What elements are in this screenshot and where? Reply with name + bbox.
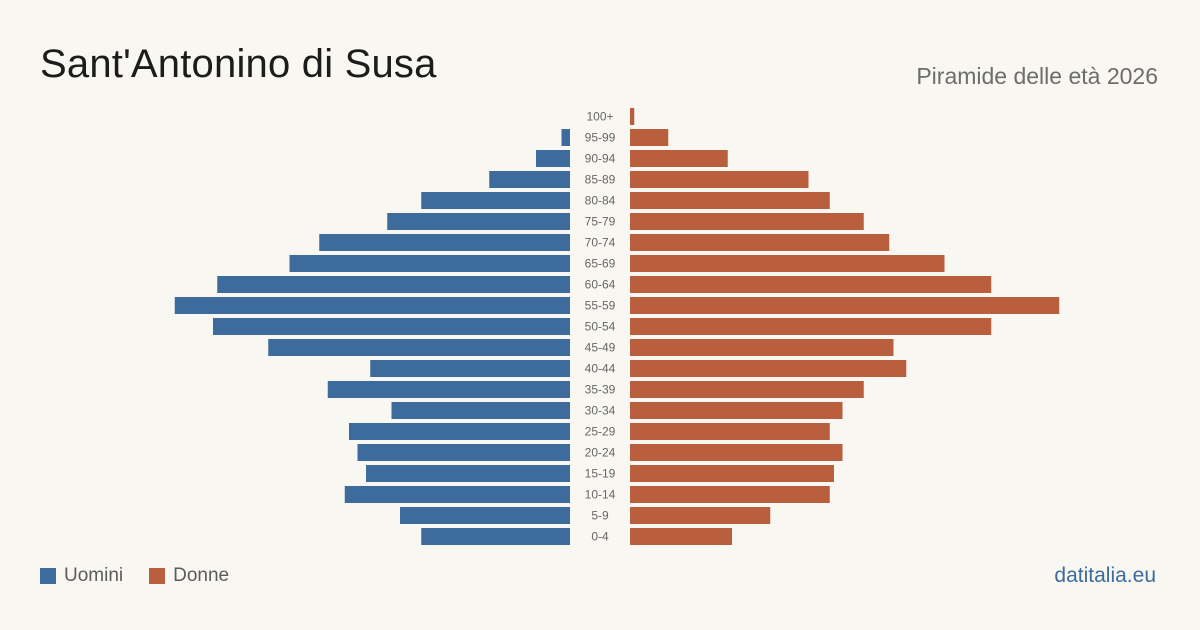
age-label-75-79: 75-79 [585,215,616,229]
bar-men-95-99 [561,129,570,146]
bar-women-5-9 [630,507,771,524]
population-pyramid: 100+ 95-99 90-94 85-89 80-84 75-79 70-74 65-69 6… [174,108,1060,545]
age-label-85-89: 85-89 [585,173,616,187]
bar-men-75-79 [387,213,570,230]
bar-men-60-64 [217,276,570,293]
bar-women-85-89 [630,171,809,188]
bar-men-20-24 [357,444,570,461]
age-label-90-94: 90-94 [585,152,616,166]
age-label-40-44: 40-44 [585,362,616,376]
legend-label-men: Uomini [64,565,124,586]
age-label-100+: 100+ [586,110,613,124]
age-label-15-19: 15-19 [585,467,616,481]
bar-men-40-44 [370,360,570,377]
age-label-5-9: 5-9 [591,509,609,523]
bar-men-45-49 [268,339,570,356]
age-label-60-64: 60-64 [585,278,616,292]
bar-men-90-94 [536,150,570,167]
bar-women-10-14 [630,486,830,503]
bar-women-25-29 [630,423,830,440]
age-label-45-49: 45-49 [585,341,616,355]
age-label-30-34: 30-34 [585,404,616,418]
age-label-0-4: 0-4 [591,530,609,544]
legend: Uomini Donne [40,565,255,587]
legend-swatch-men [40,568,56,584]
bar-women-70-74 [630,234,890,251]
legend-label-women: Donne [173,565,230,586]
bar-women-30-34 [630,402,843,419]
age-label-50-54: 50-54 [585,320,616,334]
age-label-70-74: 70-74 [585,236,616,250]
bar-women-65-69 [630,255,945,272]
bar-men-50-54 [213,318,570,335]
bar-men-5-9 [400,507,570,524]
bar-women-75-79 [630,213,864,230]
bar-women-0-4 [630,528,732,545]
bar-men-30-34 [391,402,570,419]
age-label-25-29: 25-29 [585,425,616,439]
bar-men-15-19 [366,465,570,482]
bar-men-85-89 [489,171,570,188]
age-label-10-14: 10-14 [585,488,616,502]
bar-men-25-29 [349,423,570,440]
bar-women-95-99 [630,129,669,146]
bar-men-65-69 [289,255,570,272]
legend-item-men: Uomini [40,565,123,587]
bar-women-15-19 [630,465,834,482]
chart-subtitle: Piramide delle età 2026 [916,63,1158,89]
age-label-65-69: 65-69 [585,257,616,271]
chart-title: Sant'Antonino di Susa [40,42,437,86]
age-label-20-24: 20-24 [585,446,616,460]
bar-women-60-64 [630,276,992,293]
age-label-95-99: 95-99 [585,131,616,145]
brand-link[interactable]: datitalia.eu [1054,564,1156,587]
bar-men-80-84 [421,192,570,209]
bar-women-40-44 [630,360,907,377]
bar-women-20-24 [630,444,843,461]
bar-women-35-39 [630,381,864,398]
bar-women-45-49 [630,339,894,356]
age-label-35-39: 35-39 [585,383,616,397]
legend-item-women: Donne [149,565,229,587]
age-label-80-84: 80-84 [585,194,616,208]
bar-men-55-59 [174,297,570,314]
bar-women-80-84 [630,192,830,209]
bar-women-90-94 [630,150,728,167]
bar-women-50-54 [630,318,992,335]
bar-women-100+ [630,108,635,125]
age-label-55-59: 55-59 [585,299,616,313]
bar-women-55-59 [630,297,1060,314]
bar-men-70-74 [319,234,570,251]
bar-men-35-39 [327,381,570,398]
legend-swatch-women [149,568,166,584]
bar-men-10-14 [344,486,570,503]
bar-men-0-4 [421,528,570,545]
